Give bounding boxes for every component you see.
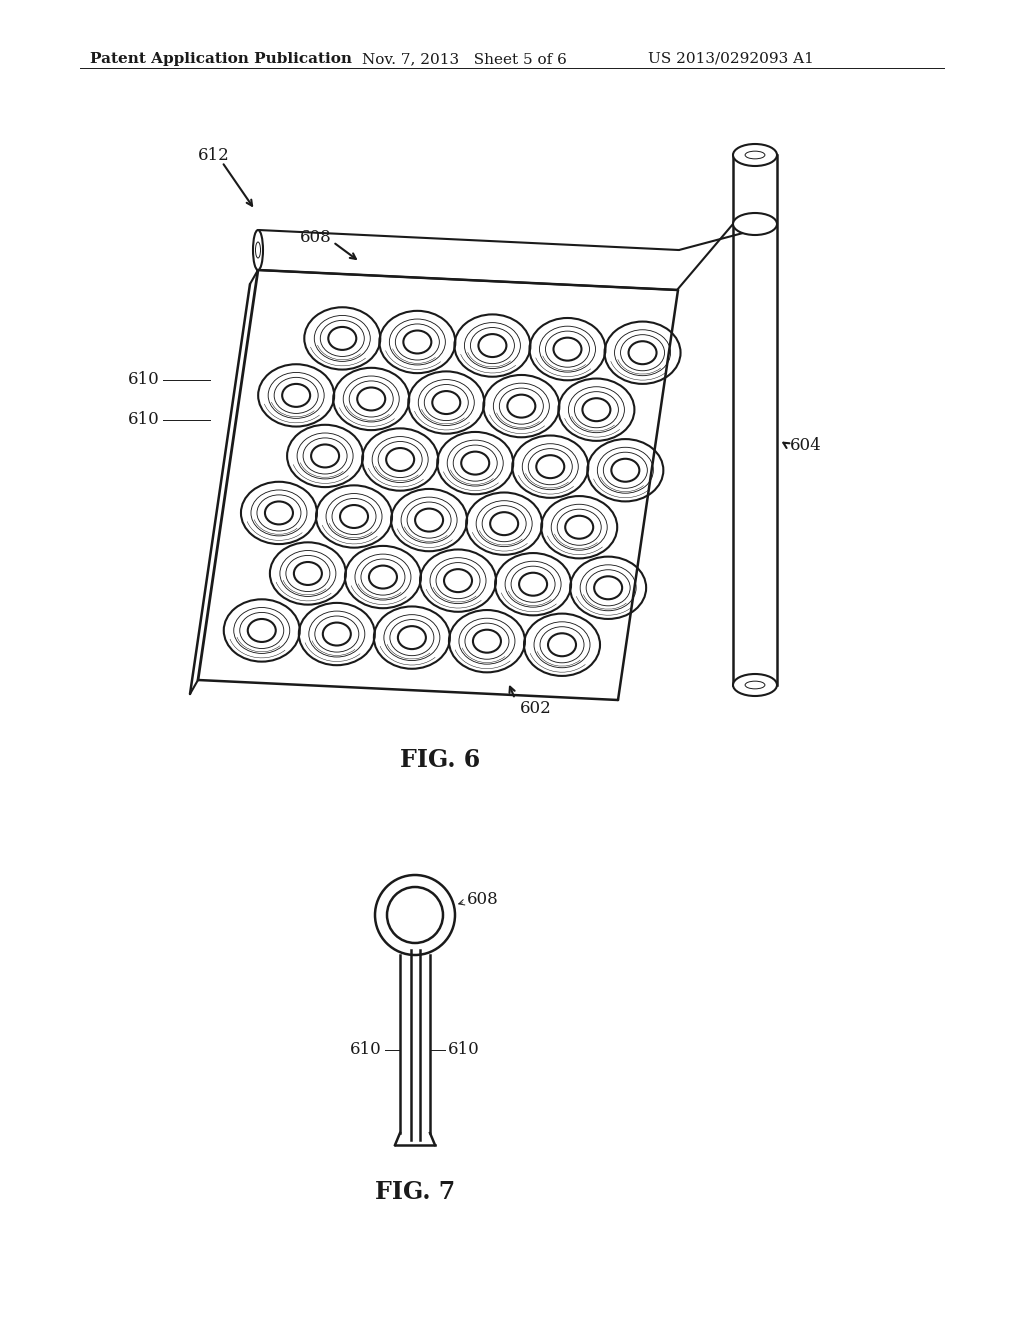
Ellipse shape [733,144,777,166]
Text: Nov. 7, 2013   Sheet 5 of 6: Nov. 7, 2013 Sheet 5 of 6 [362,51,567,66]
Text: 602: 602 [520,700,552,717]
Ellipse shape [375,875,455,954]
Text: 610: 610 [350,1041,382,1059]
Ellipse shape [253,230,263,271]
Text: US 2013/0292093 A1: US 2013/0292093 A1 [648,51,814,66]
Text: FIG. 7: FIG. 7 [375,1180,455,1204]
Text: 610: 610 [449,1041,480,1059]
Ellipse shape [733,213,777,235]
Text: 608: 608 [300,230,332,247]
Text: 604: 604 [790,437,821,454]
Text: Patent Application Publication: Patent Application Publication [90,51,352,66]
Text: FIG. 6: FIG. 6 [400,748,480,772]
Text: 608: 608 [467,891,499,908]
Text: 610: 610 [128,412,160,429]
Text: 610: 610 [128,371,160,388]
Polygon shape [411,950,420,1140]
Ellipse shape [733,675,777,696]
Text: 612: 612 [198,147,229,164]
Ellipse shape [387,887,443,942]
Polygon shape [198,271,678,700]
